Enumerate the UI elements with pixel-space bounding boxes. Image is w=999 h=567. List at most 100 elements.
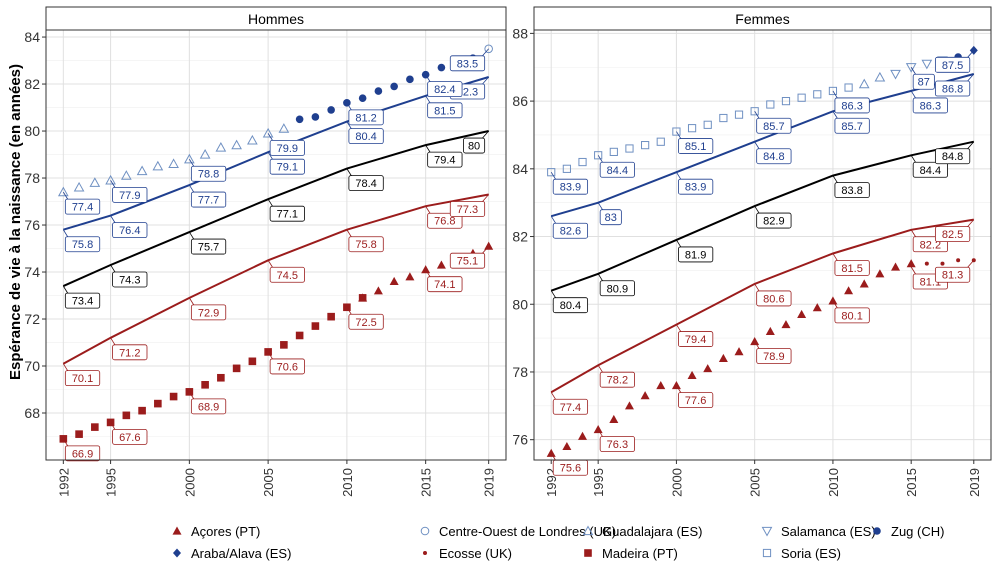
data-point (217, 373, 225, 382)
data-point (138, 406, 146, 415)
data-label-box (463, 137, 486, 154)
data-point (781, 320, 791, 329)
data-label: 83.9 (560, 182, 581, 194)
data-point (358, 293, 368, 302)
data-label-box (834, 260, 870, 276)
data-label: 84.8 (763, 151, 784, 163)
data-label: 80.4 (355, 131, 376, 143)
data-label-box (934, 148, 971, 165)
data-point (421, 265, 431, 274)
data-point (719, 113, 728, 123)
data-point (168, 158, 179, 169)
legend-label: Zug (CH) (891, 524, 944, 539)
legend-label: Açores (PT) (191, 524, 260, 539)
data-label-box (348, 236, 384, 253)
x-tick-label: 1995 (104, 468, 119, 497)
data-label-box (834, 97, 870, 114)
data-label-box (934, 80, 971, 97)
data-label: 74.3 (119, 274, 140, 286)
data-point (828, 86, 838, 96)
data-label: 70.6 (277, 361, 298, 373)
data-point (593, 425, 603, 434)
data-point (278, 123, 290, 133)
data-label: 82.9 (763, 216, 784, 228)
data-label: 66.9 (72, 448, 93, 460)
data-label-box (348, 128, 384, 145)
data-point (136, 165, 148, 176)
legend-item: Guadalajara (ES) (582, 524, 702, 539)
x-tick-label: 2000 (182, 468, 197, 497)
data-label-box (552, 297, 589, 314)
data-point (874, 71, 886, 82)
data-point (262, 127, 274, 138)
panel-title: Femmes (735, 11, 789, 27)
legend-label: Guadalajara (ES) (602, 524, 702, 539)
legend-label: Salamanca (ES) (781, 524, 876, 539)
y-tick-label: 76 (24, 217, 40, 233)
data-label-box (190, 165, 227, 182)
data-label: 80.4 (560, 300, 581, 312)
data-label: 84.4 (607, 165, 628, 177)
data-label: 81.5 (434, 105, 455, 117)
data-point (609, 147, 618, 156)
legend-item: Madeira (PT) (584, 546, 678, 561)
y-tick-label: 82 (512, 229, 528, 245)
data-label: 79.1 (277, 162, 298, 174)
data-label-box (756, 212, 792, 229)
data-point (609, 414, 619, 423)
data-label-box (599, 371, 635, 388)
legend-label: Soria (ES) (781, 546, 841, 561)
data-point (671, 381, 681, 390)
data-label: 82.2 (920, 239, 941, 251)
legend-item: Araba/Alava (ES) (173, 546, 291, 561)
data-label: 78.2 (607, 375, 628, 387)
data-point (91, 423, 99, 431)
data-label-box (427, 102, 463, 119)
data-point (578, 157, 587, 167)
data-point (406, 75, 414, 84)
data-point (327, 312, 335, 321)
data-label: 67.6 (119, 432, 140, 444)
y-tick-label: 80 (512, 296, 528, 312)
panel-title: Hommes (248, 11, 304, 27)
data-point (327, 106, 335, 114)
data-point (374, 87, 383, 95)
data-point (797, 93, 806, 102)
data-point (436, 260, 446, 269)
data-label: 74.1 (434, 279, 455, 291)
data-label-box (427, 151, 463, 168)
data-point (844, 83, 853, 92)
data-label-box (552, 222, 589, 239)
data-point (232, 364, 241, 373)
data-label: 72.9 (198, 307, 219, 319)
panel-hommes: Hommes 68 70 72 74 76 78 80 82 84 1992 1995 2000 2005… (24, 6, 507, 497)
data-point (656, 137, 665, 146)
y-tick-label: 84 (24, 29, 40, 45)
data-point (844, 286, 854, 295)
y-tick-label: 86 (512, 93, 528, 109)
data-label: 83.9 (685, 182, 706, 194)
y-tick-label: 74 (24, 264, 40, 280)
data-point (73, 181, 85, 192)
data-label: 83.8 (841, 185, 862, 197)
data-label-box (348, 175, 384, 192)
data-label-box (552, 398, 589, 415)
data-label-box (678, 246, 714, 263)
data-label: 81.9 (685, 249, 706, 261)
data-label: 76.4 (119, 225, 140, 237)
data-label: 81.2 (355, 112, 376, 124)
data-label: 80.1 (841, 310, 862, 322)
data-point (105, 174, 116, 185)
data-point (295, 331, 304, 340)
data-point (906, 259, 916, 268)
data-label: 79.4 (685, 334, 706, 346)
data-label: 75.8 (72, 239, 93, 251)
y-tick-label: 78 (24, 170, 40, 186)
legend: Açores (PT) Centre-Ouest de Londres (UK)G… (172, 524, 944, 561)
data-label-box (599, 280, 635, 297)
data-point (562, 164, 571, 173)
data-label-box (64, 236, 101, 253)
data-label-box (112, 344, 148, 361)
data-label-box (552, 178, 589, 195)
x-tick-label: 2005 (261, 468, 276, 497)
